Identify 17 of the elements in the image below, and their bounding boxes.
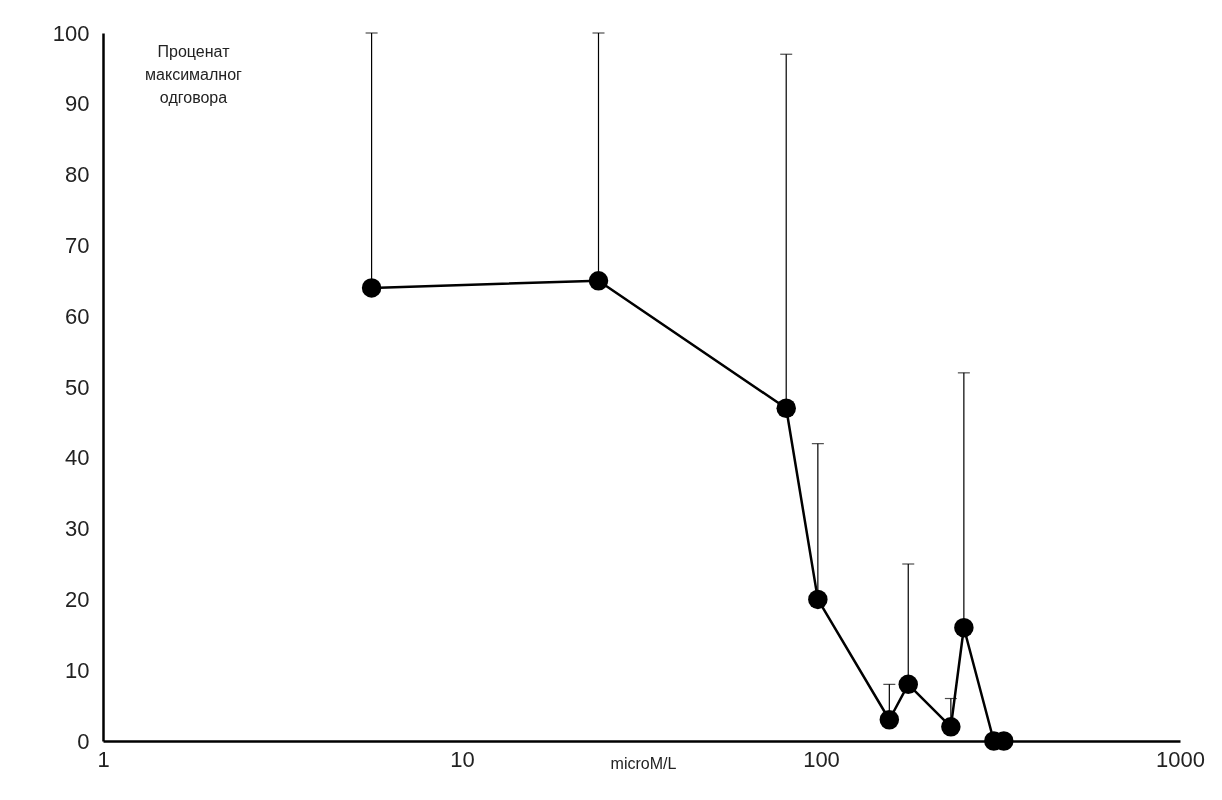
x-tick-label: 1000 (1156, 746, 1205, 772)
y-tick-label: 20 (65, 586, 90, 612)
x-tick-label: 100 (803, 746, 840, 772)
x-tick-label: 10 (450, 746, 475, 772)
y-tick-label: 60 (65, 303, 90, 329)
y-tick-label: 90 (65, 91, 90, 117)
y-tick-label: 30 (65, 516, 90, 542)
y-tick-label: 40 (65, 445, 90, 471)
y-tick-label: 80 (65, 162, 90, 188)
y-tick-label: 100 (52, 20, 90, 46)
y-tick-label: 0 (77, 728, 90, 754)
x-axis-title: microM/L (610, 754, 677, 772)
y-tick-label: 50 (65, 374, 90, 400)
x-tick-label: 1 (97, 746, 110, 772)
y-tick-label: 70 (65, 232, 90, 258)
y-tick-label: 10 (65, 657, 90, 683)
y-axis-title: Проценат максималног одговора (145, 42, 243, 106)
